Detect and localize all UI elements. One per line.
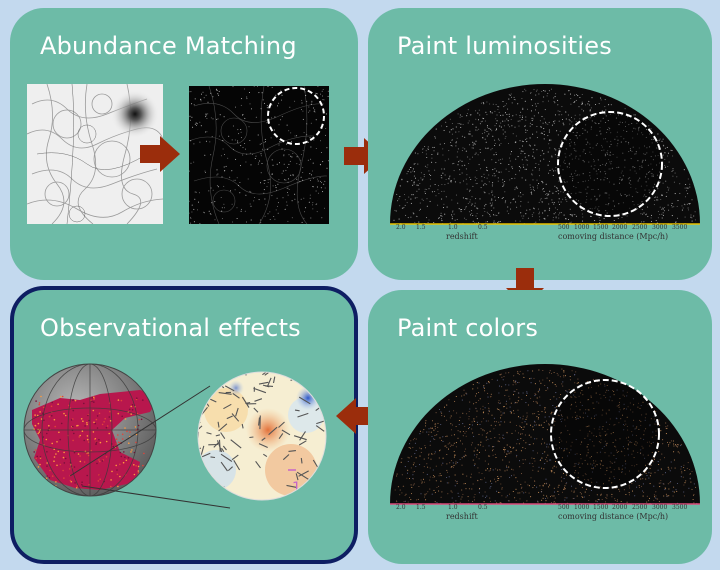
panel-title: Abundance Matching [40, 32, 297, 60]
redshift-tick: 0.5 [478, 504, 488, 511]
redshift-tick: 1.5 [416, 224, 426, 231]
panel-title: Paint colors [397, 314, 539, 342]
distance-tick: 1000 [574, 504, 590, 511]
distance-tick: 3000 [652, 224, 668, 231]
lightcone-luminosity-image [390, 84, 700, 230]
distance-axis-label: comoving distance (Mpc/h) [558, 512, 669, 521]
panel-title: Paint luminosities [397, 32, 612, 60]
distance-tick: 2500 [632, 224, 648, 231]
distance-tick: 1000 [574, 224, 590, 231]
panel-observational-effects: Observational effects [10, 286, 358, 564]
redshift-tick: 0.5 [478, 224, 488, 231]
lensing-zoom-image: 1 [196, 370, 328, 502]
distance-tick: 2500 [632, 504, 648, 511]
annotation-number: 1 [292, 480, 301, 496]
distance-tick: 500 [558, 224, 570, 231]
distance-tick: 500 [558, 504, 570, 511]
lightcone-color-image [390, 364, 700, 510]
panel-abundance-matching: Abundance Matching [10, 8, 358, 280]
redshift-tick: 1.0 [448, 224, 458, 231]
distance-tick: 1500 [593, 224, 609, 231]
redshift-axis-label: redshift [446, 512, 478, 521]
distance-tick: 3500 [672, 504, 688, 511]
distance-tick: 3000 [652, 504, 668, 511]
redshift-tick: 2.0 [396, 504, 406, 511]
distance-tick: 2000 [612, 224, 628, 231]
panel-title: Observational effects [40, 314, 301, 342]
redshift-tick: 1.5 [416, 504, 426, 511]
luminosity-axis-labels: 2.0 1.5 1.0 0.5 redshift 500 1000 1500 2… [390, 222, 700, 246]
zoom-lines [14, 290, 354, 560]
redshift-axis-label: redshift [446, 232, 478, 241]
distance-tick: 2000 [612, 504, 628, 511]
panel-paint-luminosities: Paint luminosities 2.0 1.5 1.0 0.5 redsh… [368, 8, 712, 280]
arrow-right-icon [140, 136, 180, 176]
galaxy-map-image [188, 85, 329, 225]
redshift-tick: 1.0 [448, 504, 458, 511]
sky-survey-globe-image [20, 360, 160, 500]
arrow-left-icon [336, 398, 376, 438]
panel-paint-colors: Paint colors 2.0 1.5 1.0 0.5 redshift 50… [368, 290, 712, 564]
distance-tick: 1500 [593, 504, 609, 511]
distance-tick: 3500 [672, 224, 688, 231]
redshift-tick: 2.0 [396, 224, 406, 231]
color-axis-labels: 2.0 1.5 1.0 0.5 redshift 500 1000 1500 2… [390, 502, 700, 526]
distance-axis-label: comoving distance (Mpc/h) [558, 232, 669, 241]
